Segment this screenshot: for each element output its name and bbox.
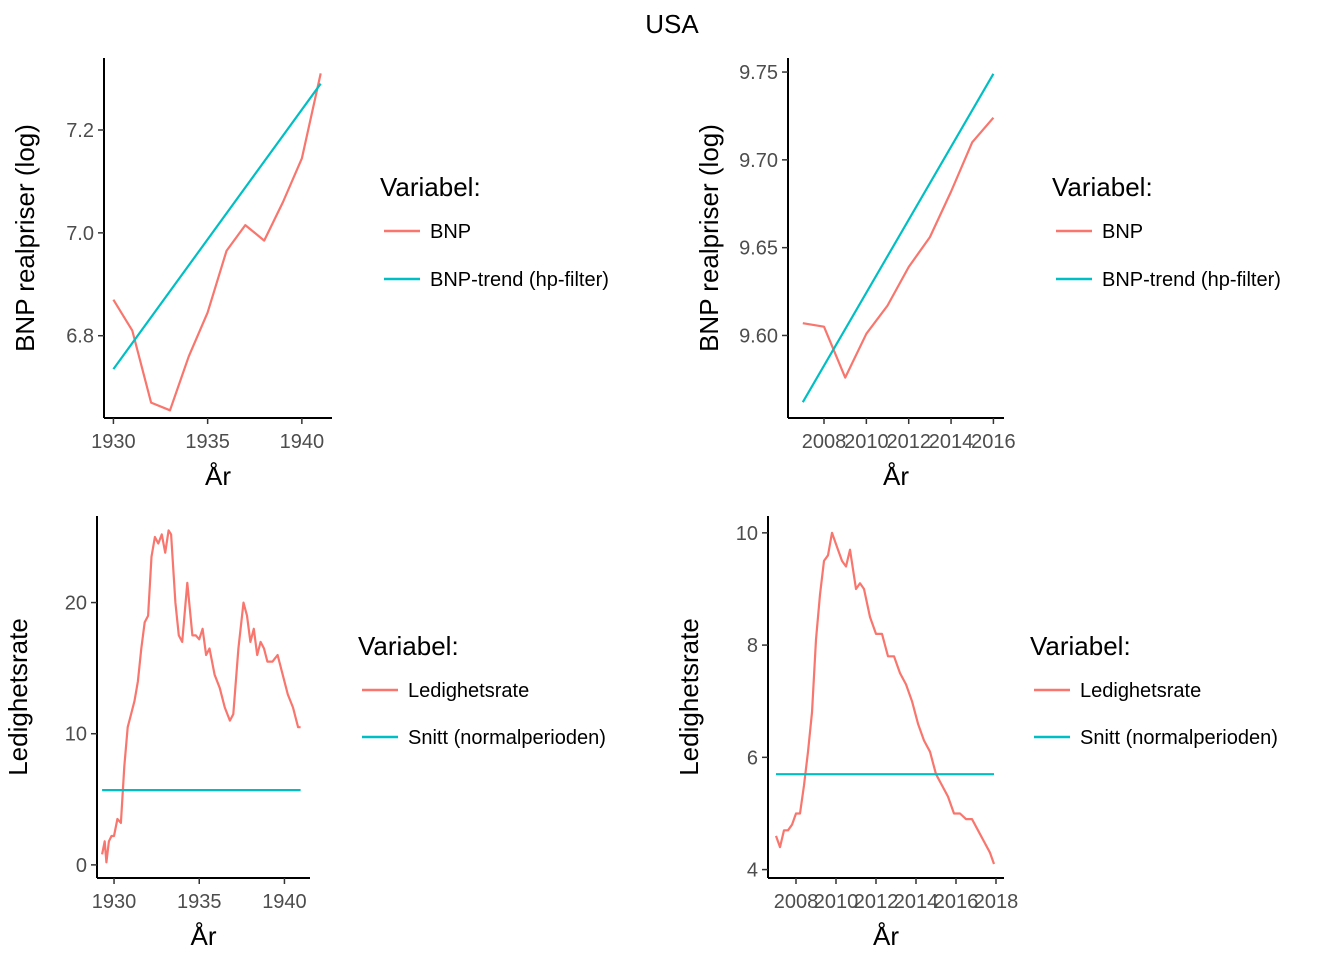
y-tick-label: 10 bbox=[65, 724, 87, 746]
y-tick-label: 7.2 bbox=[66, 120, 94, 142]
x-tick-label: 1940 bbox=[262, 891, 307, 913]
x-tick-label: 2016 bbox=[971, 431, 1016, 453]
y-tick-label: 9.75 bbox=[739, 62, 778, 84]
legend-title: Variabel: bbox=[1030, 631, 1131, 661]
y-tick-label: 6.8 bbox=[66, 326, 94, 348]
y-tick-label: 9.60 bbox=[739, 325, 778, 347]
figure-title: USA bbox=[645, 9, 699, 39]
legend-label: BNP bbox=[1102, 221, 1143, 243]
y-axis-title: BNP realpriser (log) bbox=[694, 124, 724, 352]
legend-label: Snitt (normalperioden) bbox=[408, 727, 606, 749]
series-line-primary bbox=[802, 116, 995, 379]
legend-label: Ledighetsrate bbox=[1080, 680, 1201, 702]
x-axis-title: År bbox=[873, 921, 899, 951]
series-line-primary bbox=[112, 73, 322, 412]
legend-title: Variabel: bbox=[358, 631, 459, 661]
x-tick-label: 2010 bbox=[844, 431, 889, 453]
panel-unemployment-1930s: 0 10 20 1930 1935 1940 År Ledighetsrate Variabel… bbox=[3, 516, 606, 951]
x-axis-title: År bbox=[191, 921, 217, 951]
x-tick-label: 1930 bbox=[92, 891, 137, 913]
legend-label: BNP bbox=[430, 221, 471, 243]
legend-label: Ledighetsrate bbox=[408, 680, 529, 702]
y-tick-label: 7.0 bbox=[66, 223, 94, 245]
x-tick-label: 2012 bbox=[886, 431, 931, 453]
series-line-secondary bbox=[112, 83, 322, 370]
legend-label: Snitt (normalperioden) bbox=[1080, 727, 1278, 749]
x-tick-label: 2008 bbox=[802, 431, 847, 453]
y-tick-label: 10 bbox=[736, 523, 758, 545]
x-axis-title: År bbox=[883, 461, 909, 491]
y-axis-title: Ledighetsrate bbox=[3, 618, 33, 776]
y-axis-title: Ledighetsrate bbox=[674, 618, 704, 776]
x-tick-label: 1935 bbox=[185, 431, 230, 453]
x-tick-label: 2010 bbox=[814, 891, 859, 913]
series-line-primary bbox=[774, 531, 996, 865]
x-tick-label: 1930 bbox=[91, 431, 136, 453]
x-tick-label: 1935 bbox=[177, 891, 222, 913]
x-tick-label: 2014 bbox=[929, 431, 974, 453]
legend-label: BNP-trend (hp-filter) bbox=[430, 269, 609, 291]
y-tick-label: 20 bbox=[65, 593, 87, 615]
series-line-secondary bbox=[801, 73, 995, 403]
y-tick-label: 4 bbox=[747, 860, 758, 882]
panel-gdp-1930s: 6.8 7.0 7.2 1930 1935 1940 År BNP realpriser (l… bbox=[10, 58, 609, 491]
x-tick-label: 2012 bbox=[854, 891, 899, 913]
x-axis-title: År bbox=[205, 461, 231, 491]
x-tick-label: 2008 bbox=[774, 891, 819, 913]
y-tick-label: 6 bbox=[747, 747, 758, 769]
x-tick-label: 2018 bbox=[974, 891, 1019, 913]
legend-label: BNP-trend (hp-filter) bbox=[1102, 269, 1281, 291]
series-line-primary bbox=[101, 529, 301, 864]
x-tick-label: 2014 bbox=[894, 891, 939, 913]
legend-title: Variabel: bbox=[1052, 172, 1153, 202]
x-tick-label: 1940 bbox=[280, 431, 325, 453]
y-tick-label: 8 bbox=[747, 635, 758, 657]
legend-title: Variabel: bbox=[380, 172, 481, 202]
y-tick-label: 0 bbox=[76, 855, 87, 877]
y-axis-title: BNP realpriser (log) bbox=[10, 124, 40, 352]
y-tick-label: 9.65 bbox=[739, 238, 778, 260]
x-tick-label: 2016 bbox=[934, 891, 979, 913]
y-tick-label: 9.70 bbox=[739, 150, 778, 172]
